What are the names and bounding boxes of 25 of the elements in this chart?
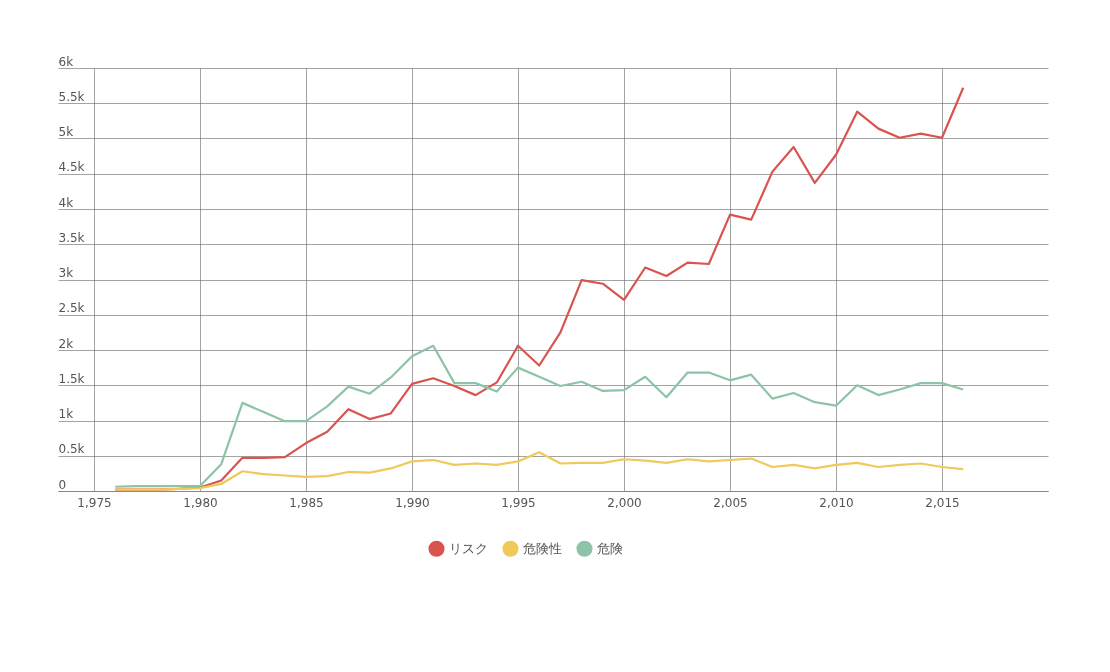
y-tick-label: 0 [58, 477, 67, 492]
y-tick-label: 1.5k [58, 371, 85, 386]
y-tick-label: 2.5k [58, 301, 85, 316]
y-tick-label: 1k [58, 407, 74, 421]
y-tick-label: 6k [58, 54, 74, 69]
x-tick-label: 1,980 [183, 495, 218, 510]
y-tick-label: 2k [58, 336, 74, 351]
x-tick-label: 1,985 [289, 495, 324, 510]
y-tick-label: 4.5k [58, 160, 85, 175]
legend-label: リスク [449, 540, 488, 556]
x-tick-label: 2,000 [607, 495, 642, 510]
y-tick-label: 5.5k [58, 89, 85, 104]
x-tick-label: 2,010 [819, 495, 854, 510]
y-tick-label: 0.5k [58, 442, 85, 457]
x-tick-label: 1,975 [77, 495, 112, 510]
x-tick-label: 1,995 [501, 495, 536, 510]
x-tick-label: 1,990 [395, 495, 430, 510]
x-tick-label: 2,005 [713, 495, 748, 510]
y-tick-label: 4k [58, 195, 74, 210]
y-tick-label: 3.5k [58, 230, 85, 245]
y-tick-label: 5k [58, 125, 74, 139]
y-tick-label: 3k [58, 266, 74, 280]
x-tick-label: 2,015 [925, 495, 960, 510]
legend-label: 危険 [597, 540, 623, 556]
legend-label: 危険性 [523, 540, 562, 556]
